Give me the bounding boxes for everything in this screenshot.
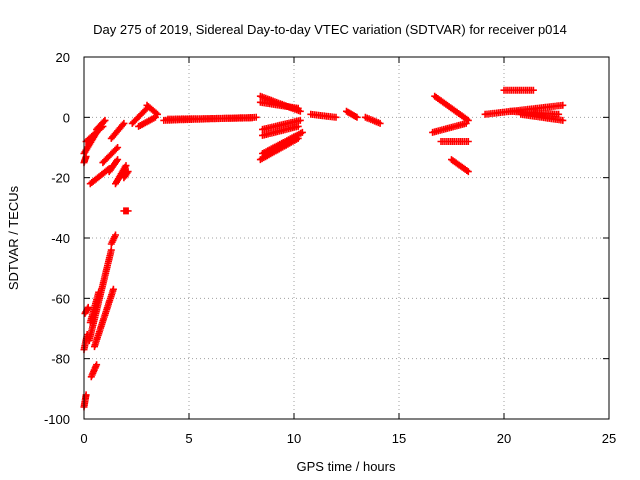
- track-early-6: [105, 156, 122, 176]
- plus-markers: [81, 303, 92, 317]
- y-axis-label: SDTVAR / TECUs: [6, 185, 21, 290]
- track-t0-deep-4: [81, 303, 92, 317]
- track-early-5: [99, 144, 122, 167]
- track-flat-2: [164, 114, 256, 123]
- x-tick-label: 15: [392, 431, 406, 446]
- track-hump-1: [128, 104, 151, 127]
- track-mid-1: [307, 110, 340, 121]
- track-early-7: [112, 162, 130, 188]
- x-axis-label: GPS time / hours: [297, 459, 396, 474]
- plus-markers: [107, 119, 128, 142]
- track-rise-b: [91, 285, 117, 351]
- x-tick-label: 5: [185, 431, 192, 446]
- y-tick-label: -40: [51, 231, 70, 246]
- plus-markers: [93, 116, 109, 133]
- plus-markers: [86, 288, 103, 326]
- y-tick-label: 20: [56, 50, 70, 65]
- x-tick-label: 25: [602, 431, 616, 446]
- track-t0-deep-2: [87, 361, 101, 381]
- plus-markers: [307, 110, 340, 121]
- track-arc17-4: [448, 156, 472, 176]
- plus-markers: [437, 138, 472, 145]
- plus-markers: [361, 113, 384, 127]
- plus-markers: [431, 92, 472, 124]
- plus-markers: [259, 116, 304, 133]
- plus-markers: [87, 361, 101, 381]
- plus-markers: [164, 114, 256, 123]
- track-early-11: [120, 168, 132, 182]
- plus-markers: [448, 156, 472, 176]
- y-tick-label: -80: [51, 352, 70, 367]
- track-mid-3: [361, 113, 384, 127]
- track-arc8-3: [259, 116, 304, 133]
- plus-markers: [259, 122, 302, 139]
- y-tick-label: -20: [51, 171, 70, 186]
- y-tick-label: -100: [44, 412, 70, 427]
- chart-title: Day 275 of 2019, Sidereal Day-to-day VTE…: [93, 22, 567, 37]
- y-tick-labels: -100 -80 -60 -40 -20 0 20: [44, 50, 70, 427]
- track-hump-3: [143, 101, 161, 118]
- plus-markers: [143, 101, 161, 118]
- plus-markers: [128, 104, 151, 127]
- plus-markers: [80, 391, 90, 411]
- track-arc17-1: [431, 92, 472, 124]
- track-rise-d: [107, 231, 119, 248]
- plus-markers: [500, 86, 537, 94]
- track-t0-deep-1: [80, 391, 90, 411]
- plus-markers: [120, 207, 132, 215]
- plus-markers: [91, 285, 117, 351]
- plot-frame: [83, 56, 610, 420]
- y-tick-label: -60: [51, 291, 70, 306]
- plus-markers: [429, 119, 470, 136]
- track-early-10: [120, 207, 132, 215]
- plus-markers: [107, 231, 119, 248]
- plus-markers: [105, 156, 122, 176]
- x-tick-label: 10: [287, 431, 301, 446]
- track-arc8-4: [259, 122, 302, 139]
- plus-markers: [112, 162, 130, 188]
- plus-markers: [135, 113, 159, 130]
- x-tick-label: 20: [497, 431, 511, 446]
- y-tick-label: 0: [63, 110, 70, 125]
- plus-markers: [80, 153, 90, 167]
- plus-markers: [343, 107, 361, 121]
- plus-markers: [256, 98, 302, 112]
- plus-markers: [99, 144, 122, 167]
- x-tick-label: 0: [80, 431, 87, 446]
- track-arc17-3: [437, 138, 472, 145]
- track-arc20-4: [500, 86, 537, 94]
- plus-markers: [517, 110, 567, 124]
- track-mid-2: [343, 107, 361, 121]
- track-rise-c: [86, 288, 103, 326]
- track-hump-2: [135, 113, 159, 130]
- plus-markers: [259, 128, 306, 157]
- plus-markers: [256, 134, 302, 164]
- track-early-8: [107, 119, 128, 142]
- track-arc20-3: [517, 110, 567, 124]
- track-arc8-6: [259, 128, 306, 157]
- track-arc17-2: [429, 119, 470, 136]
- track-early-3: [93, 116, 109, 133]
- track-arc8-5: [256, 134, 302, 164]
- track-arc8-2: [256, 98, 302, 112]
- x-tick-labels: 0 5 10 15 20 25: [80, 431, 616, 446]
- track-early-9: [80, 153, 90, 167]
- data-points: [80, 86, 567, 411]
- plus-markers: [120, 168, 132, 182]
